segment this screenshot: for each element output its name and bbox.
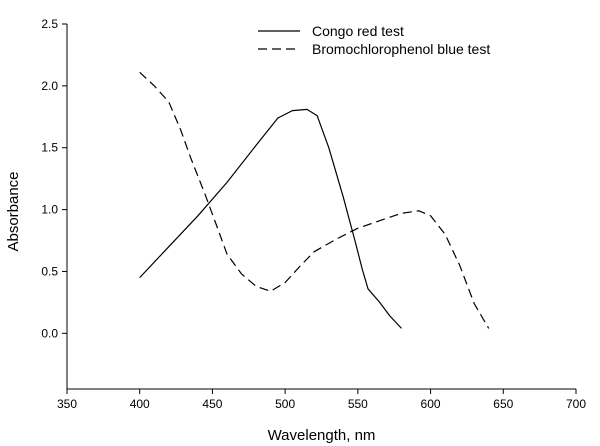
- plot-area: 350 400 450 500 550 600 650 700 0.0 0.5 1.0 1.5 2.0…: [41, 17, 586, 411]
- y-tick-label: 1.5: [41, 141, 58, 155]
- x-tick-label: 500: [275, 397, 295, 411]
- y-ticks: 0.0 0.5 1.0 1.5 2.0 2.5: [41, 17, 67, 340]
- y-tick-label: 0.0: [41, 326, 58, 340]
- x-tick-label: 700: [566, 397, 586, 411]
- x-axis-title: Wavelength, nm: [268, 427, 376, 444]
- legend-label: Congo red test: [312, 23, 404, 39]
- y-tick-label: 2.5: [41, 17, 58, 31]
- x-ticks: 350 400 450 500 550 600 650 700: [57, 389, 586, 411]
- legend: Congo red test Bromochlorophenol blue tes…: [258, 23, 490, 57]
- y-tick-label: 2.0: [41, 79, 58, 93]
- legend-label: Bromochlorophenol blue test: [312, 41, 490, 57]
- x-tick-label: 550: [348, 397, 368, 411]
- x-tick-label: 600: [421, 397, 441, 411]
- y-tick-label: 1.0: [41, 203, 58, 217]
- x-tick-label: 650: [493, 397, 513, 411]
- x-tick-label: 400: [130, 397, 150, 411]
- y-axis-title: Absorbance: [5, 171, 22, 251]
- series-line-congo-red: [139, 108, 402, 329]
- y-tick-label: 0.5: [41, 264, 58, 278]
- x-tick-label: 350: [57, 397, 77, 411]
- series-layer: [139, 71, 490, 329]
- series-line-bromochlorophenol-blue: [139, 71, 490, 329]
- x-tick-label: 450: [202, 397, 222, 411]
